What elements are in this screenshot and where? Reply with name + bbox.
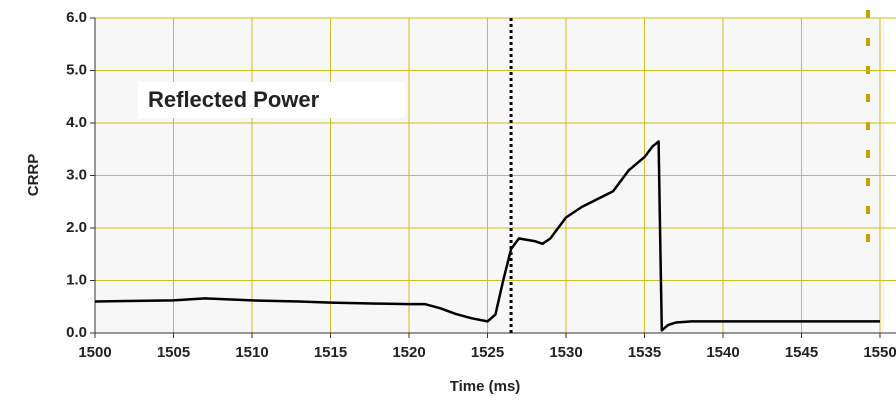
- x-tick-label: 1510: [235, 344, 268, 361]
- x-tick-label: 1505: [157, 344, 190, 361]
- x-tick-label: 1550: [863, 344, 896, 361]
- x-tick-label: 1530: [549, 344, 582, 361]
- y-tick-label: 2.0: [66, 219, 87, 236]
- x-tick-label: 1515: [314, 344, 347, 361]
- annotation-box: [138, 82, 405, 118]
- y-tick-label: 0.0: [66, 324, 87, 341]
- y-tick-label: 5.0: [66, 61, 87, 78]
- x-tick-label: 1500: [78, 344, 111, 361]
- y-tick-label: 3.0: [66, 166, 87, 183]
- y-tick-label: 1.0: [66, 271, 87, 288]
- y-tick-label: 6.0: [66, 9, 87, 26]
- x-tick-label: 1540: [706, 344, 739, 361]
- x-axis-label: Time (ms): [450, 378, 521, 395]
- x-tick-label: 1520: [392, 344, 425, 361]
- x-tick-label: 1545: [785, 344, 818, 361]
- y-tick-label: 4.0: [66, 114, 87, 131]
- y-axis-label: CRRP: [25, 154, 42, 197]
- x-tick-label: 1525: [471, 344, 504, 361]
- data-line: [94, 140, 880, 332]
- x-tick-label: 1535: [628, 344, 661, 361]
- annotation: Reflected Power: [148, 87, 320, 112]
- legend-stub: [866, 10, 870, 242]
